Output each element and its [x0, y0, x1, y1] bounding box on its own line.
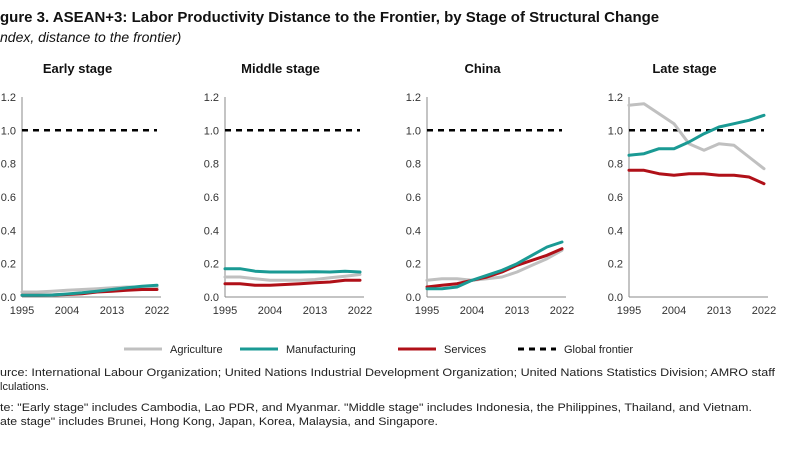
stage-note: te: "Early stage" includes Cambodia, Lao…	[0, 402, 752, 414]
series-line-manufacturing	[627, 113, 766, 157]
x-tick-label: 2022	[348, 305, 372, 317]
source-note: urce: International Labour Organization;…	[0, 367, 776, 379]
y-tick-label: 1.2	[608, 92, 623, 104]
y-tick-label: 0.6	[406, 192, 421, 204]
y-tick-label: 1.0	[204, 125, 219, 137]
x-tick-label: 2022	[550, 305, 574, 317]
x-tick-label: 2013	[100, 305, 124, 317]
x-tick-label: 2022	[145, 305, 169, 317]
x-tick-label: 2013	[505, 305, 529, 317]
stage-note-cont: ate stage" includes Brunei, Hong Kong, J…	[0, 416, 438, 428]
x-tick-label: 2013	[303, 305, 327, 317]
x-tick-label: 2004	[258, 305, 282, 317]
figure-subtitle: ndex, distance to the frontier)	[0, 29, 181, 45]
series-line-agriculture	[627, 102, 766, 171]
y-tick-label: 0.4	[1, 225, 16, 237]
y-tick-label: 0.2	[406, 259, 421, 271]
x-tick-label: 2004	[55, 305, 79, 317]
panel-title: Early stage	[43, 61, 112, 76]
series-line-agriculture	[223, 273, 362, 282]
panel-middle-stage: Middle stage 0.0 0.2 0.4 0.6 0.8 1.0 1.2 1995 200…	[204, 61, 373, 317]
panel-china: China 0.0 0.2 0.4 0.6 0.8 1.0 1.2 1995 2004 2013 20…	[406, 61, 575, 317]
x-tick-label: 2022	[752, 305, 776, 317]
panel-title: Late stage	[652, 61, 716, 76]
legend-label: Agriculture	[170, 344, 223, 356]
y-tick-label: 0.0	[608, 292, 623, 304]
y-tick-label: 0.6	[608, 192, 623, 204]
panel-title: China	[464, 61, 501, 76]
y-tick-label: 0.2	[608, 259, 623, 271]
legend-label: Manufacturing	[286, 344, 356, 356]
y-tick-label: 0.4	[608, 225, 623, 237]
y-tick-label: 0.0	[406, 292, 421, 304]
y-tick-label: 0.4	[406, 225, 421, 237]
y-tick-label: 1.0	[1, 125, 16, 137]
y-tick-label: 1.0	[608, 125, 623, 137]
legend: Agriculture Manufacturing Services Global f…	[124, 344, 633, 356]
y-tick-label: 1.2	[204, 92, 219, 104]
series-line-manufacturing	[223, 267, 362, 274]
y-tick-label: 1.0	[406, 125, 421, 137]
y-tick-label: 0.8	[608, 159, 623, 171]
legend-label: Global frontier	[564, 344, 633, 356]
x-tick-label: 2013	[707, 305, 731, 317]
y-tick-label: 0.8	[406, 159, 421, 171]
y-tick-label: 0.6	[204, 192, 219, 204]
source-note-cont: lculations.	[0, 381, 49, 393]
y-tick-label: 1.2	[406, 92, 421, 104]
series-line-manufacturing	[20, 283, 159, 297]
y-tick-label: 0.8	[204, 159, 219, 171]
y-tick-label: 0.6	[1, 192, 16, 204]
y-tick-label: 0.4	[204, 225, 219, 237]
panel-title: Middle stage	[241, 61, 320, 76]
y-tick-label: 0.0	[204, 292, 219, 304]
series-line-services	[425, 247, 564, 289]
figure-title: gure 3. ASEAN+3: Labor Productivity Dist…	[0, 9, 659, 26]
panel-late-stage: Late stage 0.0 0.2 0.4 0.6 0.8 1.0 1.2 1995 2004 2…	[608, 61, 777, 317]
x-tick-label: 1995	[213, 305, 237, 317]
x-tick-label: 2004	[662, 305, 686, 317]
panel-early-stage: Early stage 0.0 0.2 0.4 0.6 0.8 1.0 1.2 1995 2004…	[1, 61, 170, 317]
series-line-manufacturing	[425, 240, 564, 291]
x-tick-label: 2004	[460, 305, 484, 317]
series-line-services	[627, 168, 766, 186]
y-tick-label: 0.8	[1, 159, 16, 171]
y-tick-label: 0.2	[1, 259, 16, 271]
x-tick-label: 1995	[617, 305, 641, 317]
x-tick-label: 1995	[10, 305, 34, 317]
series-line-services	[223, 278, 362, 287]
x-tick-label: 1995	[415, 305, 439, 317]
y-tick-label: 1.2	[1, 92, 16, 104]
series-line-agriculture	[425, 248, 564, 282]
y-tick-label: 0.0	[1, 292, 16, 304]
y-tick-label: 0.2	[204, 259, 219, 271]
legend-label: Services	[444, 344, 487, 356]
